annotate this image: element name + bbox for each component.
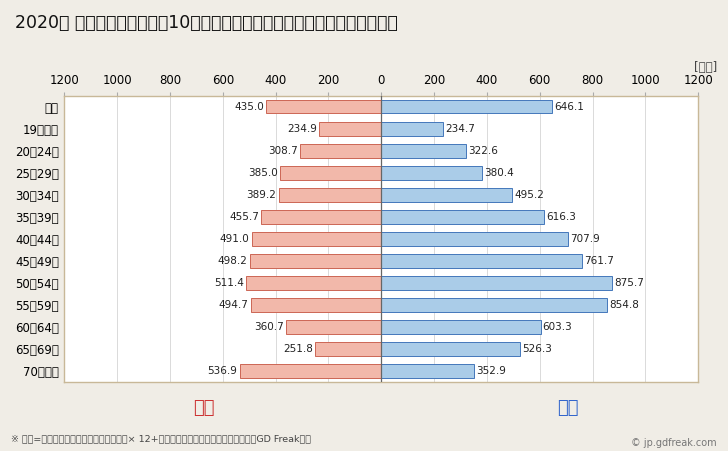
Text: 251.8: 251.8 xyxy=(282,344,313,354)
Bar xyxy=(381,100,552,114)
Text: ※ 年収=「きまって支給する現金給与額」× 12+「年間賞与その他特別給与額」としてGD Freak推計: ※ 年収=「きまって支給する現金給与額」× 12+「年間賞与その他特別給与額」と… xyxy=(11,434,311,443)
Text: © jp.gdfreak.com: © jp.gdfreak.com xyxy=(631,438,717,448)
Text: 498.2: 498.2 xyxy=(218,256,248,266)
Bar xyxy=(381,320,541,334)
Bar xyxy=(250,298,381,312)
Bar xyxy=(261,210,381,224)
Bar xyxy=(381,144,467,157)
Bar xyxy=(381,210,544,224)
Text: 385.0: 385.0 xyxy=(248,168,277,178)
Bar xyxy=(279,188,381,202)
Text: 234.9: 234.9 xyxy=(288,124,317,133)
Text: 女性: 女性 xyxy=(193,399,215,417)
Bar xyxy=(250,254,381,267)
Text: 511.4: 511.4 xyxy=(214,278,244,288)
Text: 495.2: 495.2 xyxy=(514,190,544,200)
Text: [万円]: [万円] xyxy=(694,61,717,74)
Text: 526.3: 526.3 xyxy=(523,344,553,354)
Bar xyxy=(381,188,512,202)
Bar xyxy=(266,100,381,114)
Text: 234.7: 234.7 xyxy=(446,124,475,133)
Text: 435.0: 435.0 xyxy=(234,101,264,112)
Bar xyxy=(300,144,381,157)
Text: 360.7: 360.7 xyxy=(254,322,284,332)
Bar xyxy=(314,342,381,356)
Text: 854.8: 854.8 xyxy=(609,300,639,310)
Bar xyxy=(381,342,521,356)
Text: 2020年 民間企業（従業者数10人以上）フルタイム労働者の男女別平均年収: 2020年 民間企業（従業者数10人以上）フルタイム労働者の男女別平均年収 xyxy=(15,14,397,32)
Text: 875.7: 875.7 xyxy=(614,278,644,288)
Text: 603.3: 603.3 xyxy=(542,322,572,332)
Bar xyxy=(286,320,381,334)
Text: 494.7: 494.7 xyxy=(218,300,248,310)
Bar xyxy=(252,232,381,246)
Text: 308.7: 308.7 xyxy=(268,146,298,156)
Bar xyxy=(381,364,475,377)
Bar xyxy=(381,122,443,135)
Bar xyxy=(381,232,568,246)
Text: 616.3: 616.3 xyxy=(546,212,576,222)
Text: 761.7: 761.7 xyxy=(585,256,614,266)
Text: 389.2: 389.2 xyxy=(247,190,277,200)
Text: 491.0: 491.0 xyxy=(220,234,250,244)
Text: 352.9: 352.9 xyxy=(477,366,507,376)
Text: 322.6: 322.6 xyxy=(469,146,499,156)
Bar xyxy=(381,298,607,312)
Text: 380.4: 380.4 xyxy=(484,168,513,178)
Text: 男性: 男性 xyxy=(557,399,579,417)
Bar xyxy=(246,276,381,290)
Bar xyxy=(381,276,612,290)
Bar xyxy=(381,254,582,267)
Text: 646.1: 646.1 xyxy=(554,101,584,112)
Bar xyxy=(320,122,381,135)
Text: 707.9: 707.9 xyxy=(570,234,600,244)
Bar xyxy=(240,364,381,377)
Bar xyxy=(381,166,482,179)
Text: 455.7: 455.7 xyxy=(229,212,259,222)
Text: 536.9: 536.9 xyxy=(207,366,237,376)
Bar xyxy=(280,166,381,179)
